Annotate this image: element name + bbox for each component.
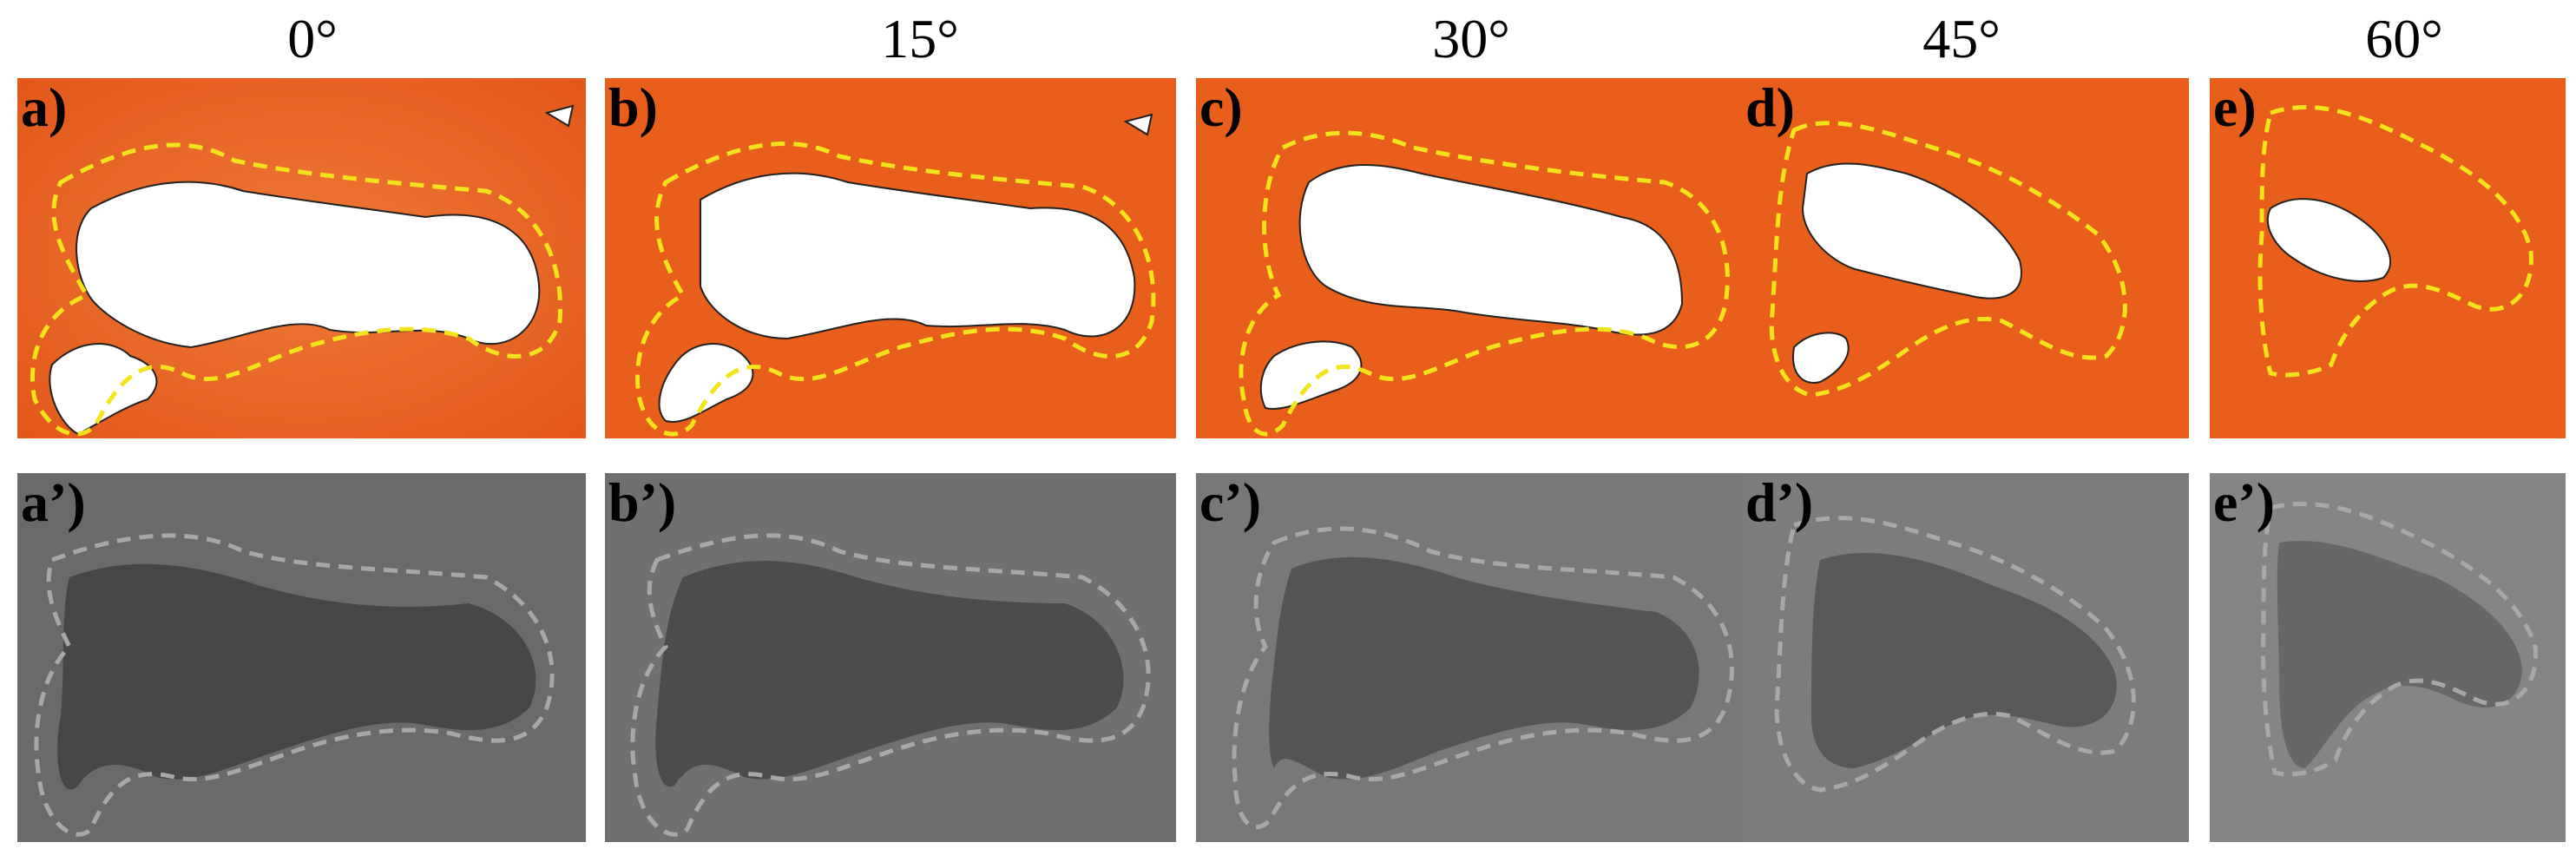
panel-label-a: a): [21, 78, 68, 138]
sem-panel-a: a’): [17, 473, 586, 842]
panel-label-b-prime: b’): [608, 473, 677, 533]
topography-panel-a: a): [17, 78, 586, 438]
panel-label-a-prime: a’): [21, 473, 86, 533]
angle-label-0: 0°: [287, 8, 338, 69]
sem-panel-e: e’): [2210, 473, 2566, 842]
topography-panel-d: d): [1742, 78, 2189, 438]
hole-region: [76, 181, 541, 349]
panel-label-e-prime: e’): [2213, 473, 2276, 533]
angle-label-15: 15°: [881, 8, 959, 69]
sem-panel-c: c’): [1196, 473, 1764, 842]
angle-label-60: 60°: [2365, 8, 2443, 69]
topography-panel-e: e): [2210, 78, 2566, 438]
panel-label-c-prime: c’): [1199, 473, 1262, 533]
topography-panel-c: c): [1196, 78, 1764, 438]
panel-label-d: d): [1745, 78, 1795, 138]
sem-panel-b: b’): [605, 473, 1176, 842]
topography-panel-b: b): [605, 78, 1176, 438]
panel-label-b: b): [608, 78, 658, 138]
sem-panel-d: d’): [1742, 473, 2189, 842]
angle-label-45: 45°: [1922, 8, 2001, 69]
angle-label-30: 30°: [1432, 8, 1510, 69]
outline-dashed: [30, 142, 563, 437]
panel-label-e: e): [2213, 78, 2257, 138]
hole-region-small: [49, 343, 158, 436]
panel-label-c: c): [1199, 78, 1243, 138]
panel-label-d-prime: d’): [1745, 473, 1814, 533]
